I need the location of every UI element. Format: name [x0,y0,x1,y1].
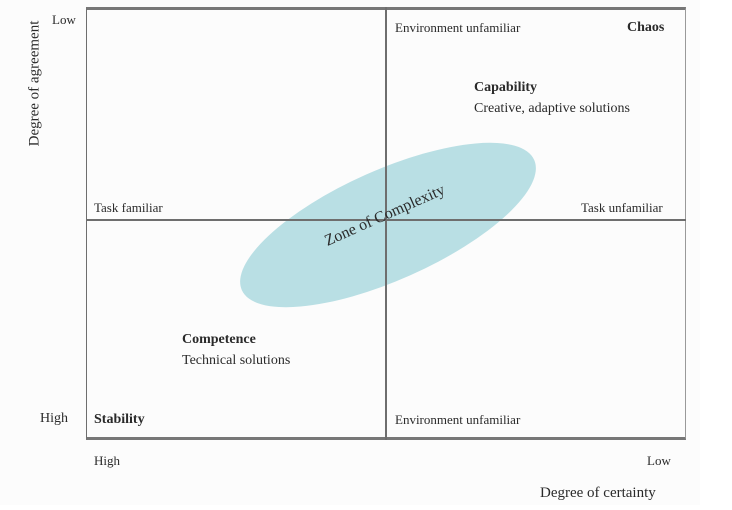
x-axis-high: High [94,453,120,468]
task-unfamiliar-label: Task unfamiliar [581,200,663,215]
x-axis-low: Low [647,453,671,468]
task-familiar-label: Task familiar [94,200,163,215]
environment-unfamiliar-bottom-label: Environment unfamiliar [395,412,521,427]
environment-unfamiliar-top-label: Environment unfamiliar [395,20,521,35]
diagram-canvas: Degree of agreement Low High Task famili… [26,7,686,501]
capability-subtitle: Creative, adaptive solutions [474,101,630,116]
stability-label: Stability [94,412,145,427]
competence-title: Competence [182,332,256,347]
capability-title: Capability [474,80,538,95]
y-axis-low: Low [52,12,76,27]
competence-subtitle: Technical solutions [182,353,291,368]
horizontal-divider [86,219,686,221]
vertical-divider [385,7,387,440]
x-axis-label: Degree of certainty [540,485,656,501]
y-axis-high: High [40,411,68,426]
y-axis-label: Degree of agreement [26,20,43,147]
chaos-label: Chaos [627,20,665,35]
